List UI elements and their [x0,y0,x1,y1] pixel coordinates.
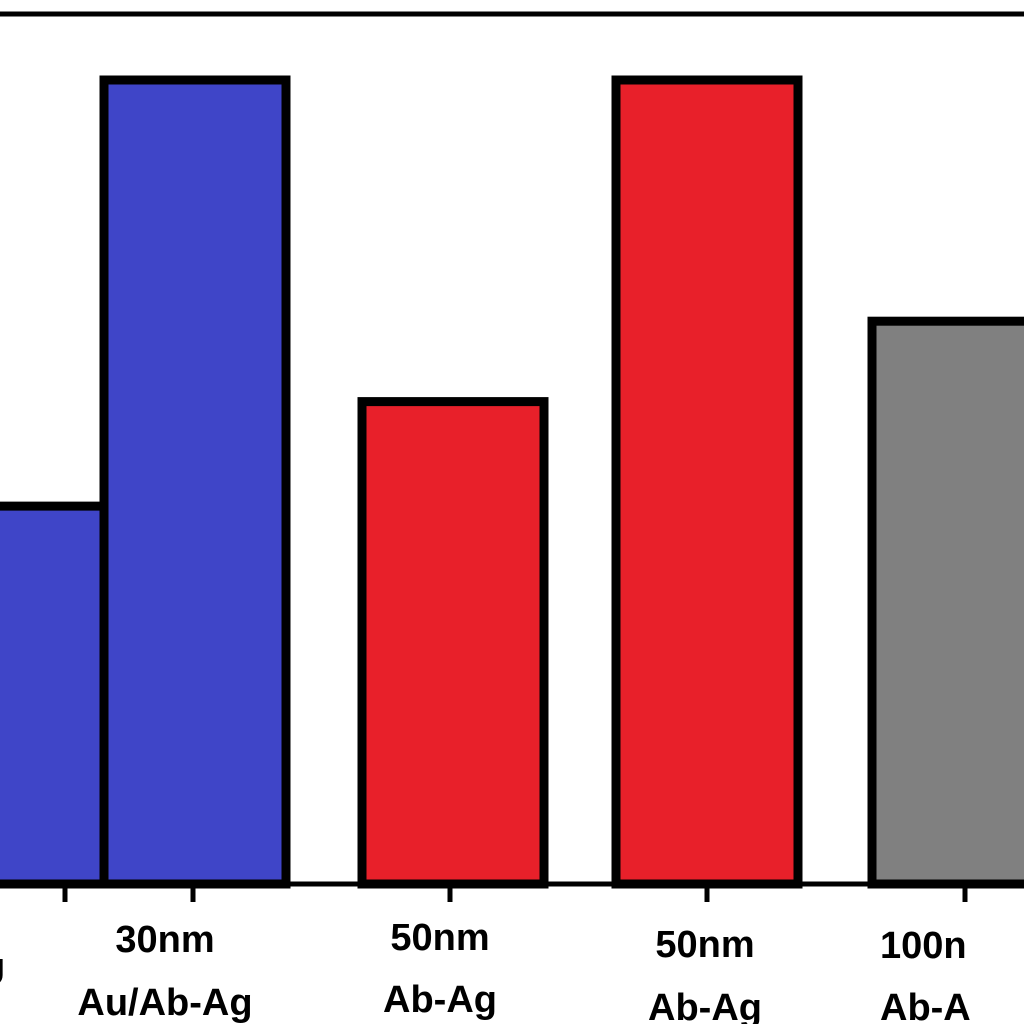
x-label-1-bottom: Au/Ab-Ag [77,982,252,1024]
x-label-0-bottom: U [0,952,5,994]
bar-3 [611,75,803,889]
bar-1 [99,75,291,889]
x-label-2-bottom: Ab-Ag [383,979,497,1021]
x-tick-labels: U 30nm Au/Ab-Ag 50nm Ab-Ag 50nm Ab-Ag 100n Ab-A [0,917,971,1029]
x-label-3-top: 50nm [655,924,754,966]
x-label-3-bottom: Ab-Ag [648,987,762,1024]
x-label-2-top: 50nm [390,917,489,959]
bar-4 [867,316,1024,889]
x-label-4-top: 100n [880,925,967,967]
bar-2 [357,397,549,889]
x-label-4-bottom: Ab-A [880,987,971,1024]
bars-group [0,75,1024,889]
x-label-1-top: 30nm [115,919,214,961]
